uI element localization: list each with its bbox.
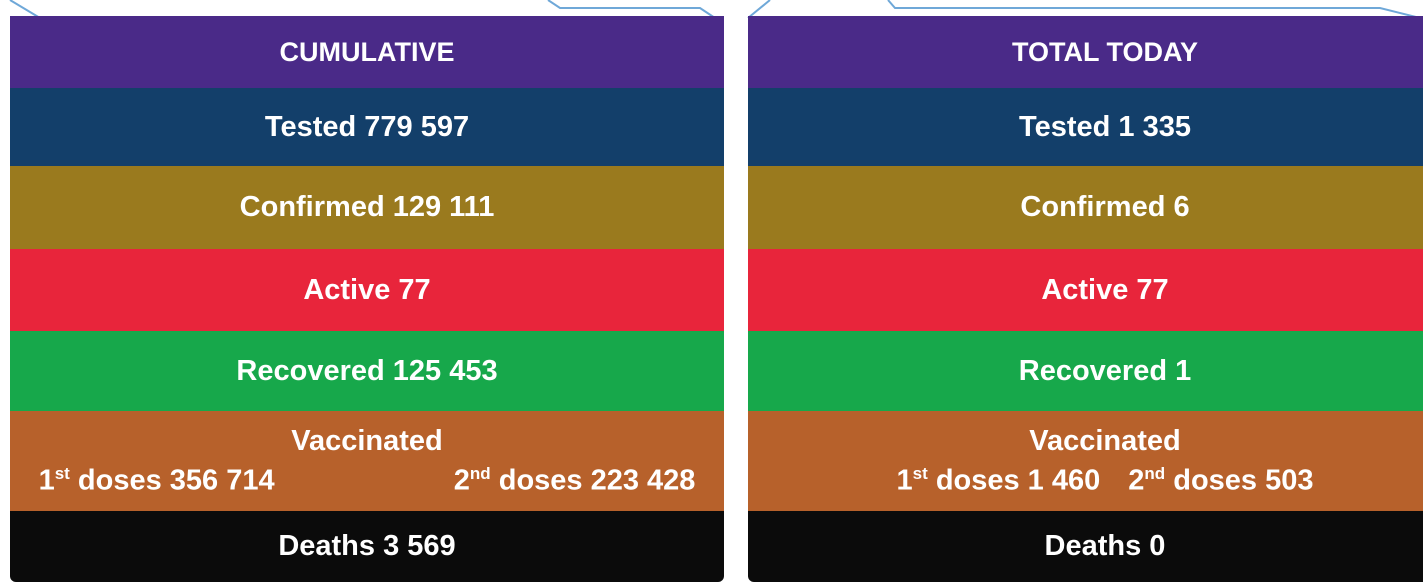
deaths-row: Deaths 3 569 [10,511,724,582]
stat-text: Tested 779 597 [264,110,470,143]
stat-row: Recovered 1 [748,331,1423,411]
deaths-text: Deaths 3 569 [278,530,456,562]
doses: 1st doses 356 714 2nd doses 223 428 [39,464,696,498]
decoration [9,0,1421,19]
dose: 1st doses 356 714 [39,464,275,498]
doses: 1st doses 1 460 2nd doses 503 [777,464,1423,498]
dose-suffix: st [54,463,70,483]
stat-row: Confirmed 6 [748,166,1423,249]
stat-text: Recovered 1 [1018,354,1192,387]
panel: CUMULATIVE Tested 779 597 Confirmed 129 11… [10,16,724,582]
stat-text: Confirmed 6 [1020,191,1190,223]
stat-row: Confirmed 129 111 [10,166,724,249]
stat-text: Tested 1 335 [1019,110,1191,143]
dose-text: doses 356 714 [77,464,275,497]
vaccinated-label: Vaccinated [1029,424,1181,457]
stat-row: Active 77 [10,249,724,331]
dose-suffix: nd [1144,463,1166,483]
panel: TOTAL TODAY Tested 1 335 Confirmed 6 Active… [748,16,1423,582]
dose-text: doses 503 [1173,464,1314,497]
panel-title: TOTAL TODAY [1011,36,1199,67]
dose: 1st doses 1 460 [896,464,1100,498]
dose-suffix: nd [469,463,491,483]
dose-number: 2 [1128,464,1145,497]
stat-text: Active 77 [1041,273,1169,306]
panel-header: TOTAL TODAY [748,16,1423,88]
dose: 2nd doses 223 428 [454,464,696,498]
dose-number: 1 [896,464,913,497]
panel-header: CUMULATIVE [10,16,724,88]
stat-row: Active 77 [748,249,1423,331]
stat-row: Recovered 125 453 [10,331,724,411]
stat-row: Tested 1 335 [748,88,1423,166]
stat-text: Recovered 125 453 [236,354,498,387]
dose-text: doses 1 460 [935,464,1101,497]
vaccinated-label: Vaccinated [291,424,443,457]
panel-title: CUMULATIVE [279,36,455,67]
vaccinated-row: Vaccinated 1st doses 356 714 2nd doses 223… [10,411,724,511]
dose: 2nd doses 503 [1128,464,1313,498]
stat-text: Active 77 [303,273,431,306]
stat-row: Tested 779 597 [10,88,724,166]
deaths-row: Deaths 0 [748,511,1423,582]
dose-number: 1 [38,464,55,497]
dose-text: doses 223 428 [498,464,696,497]
vaccinated-row: Vaccinated 1st doses 1 460 2nd doses 503 [748,411,1423,511]
dose-suffix: st [912,463,928,483]
stat-text: Confirmed 129 111 [239,191,495,223]
deaths-text: Deaths 0 [1044,530,1166,562]
dose-number: 2 [453,464,470,497]
